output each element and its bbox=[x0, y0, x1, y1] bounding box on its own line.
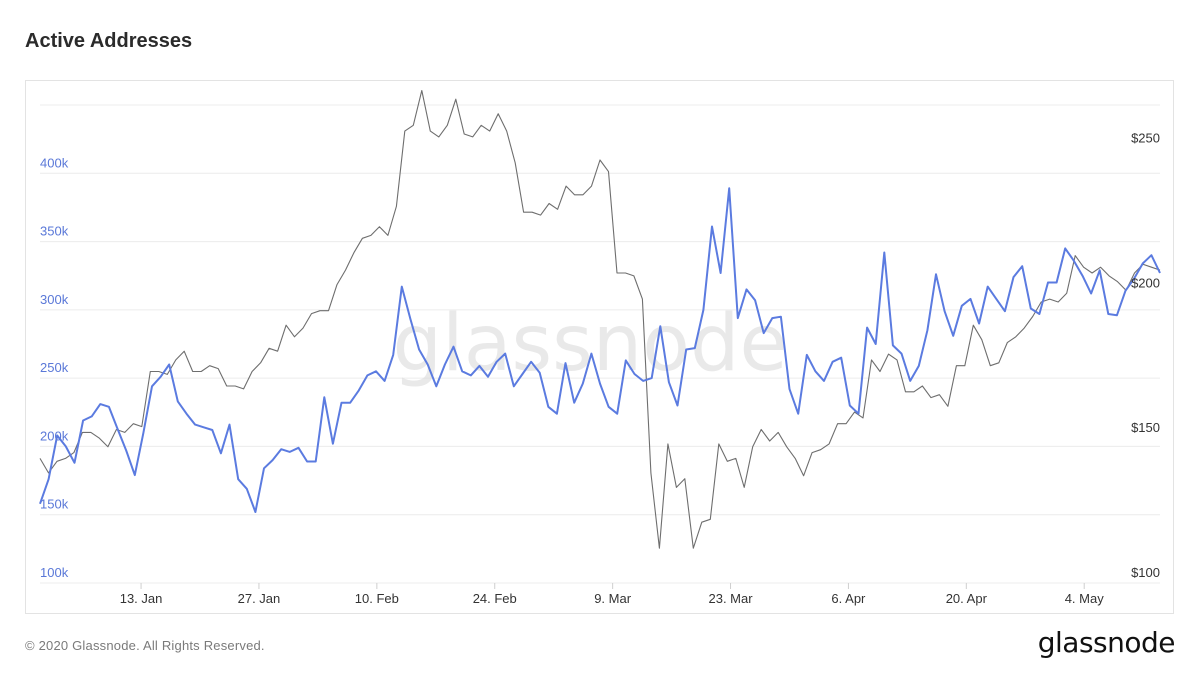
watermark: glassnode bbox=[393, 299, 788, 389]
left-axis-ticks: 100k 150k 200k 250k 300k 350k 400k bbox=[40, 155, 69, 580]
x-axis-label: 24. Feb bbox=[473, 591, 517, 606]
left-axis-label: 400k bbox=[40, 155, 69, 170]
right-axis-label: $150 bbox=[1131, 420, 1160, 435]
price-series-line[interactable] bbox=[39, 89, 1161, 549]
copyright-text: © 2020 Glassnode. All Rights Reserved. bbox=[25, 638, 265, 653]
right-axis-ticks: $100 $150 $200 $250 bbox=[1131, 130, 1160, 580]
x-axis-label: 23. Mar bbox=[708, 591, 753, 606]
grid-lines bbox=[40, 104, 1160, 584]
x-axis-label: 9. Mar bbox=[594, 591, 632, 606]
right-axis-label: $200 bbox=[1131, 275, 1160, 290]
active-addresses-series-line[interactable] bbox=[39, 187, 1161, 513]
left-axis-label: 300k bbox=[40, 292, 69, 307]
left-axis-label: 250k bbox=[40, 360, 69, 375]
left-axis-label: 200k bbox=[40, 428, 69, 443]
x-axis-label: 10. Feb bbox=[355, 591, 399, 606]
chart-frame bbox=[25, 80, 1174, 614]
brand-logo[interactable]: glassnode bbox=[1037, 626, 1176, 659]
left-axis-label: 350k bbox=[40, 224, 69, 239]
right-axis-label: $100 bbox=[1131, 565, 1160, 580]
left-axis-label: 150k bbox=[40, 497, 69, 512]
x-axis-label: 4. May bbox=[1065, 591, 1105, 606]
chart-title: Active Addresses bbox=[25, 30, 193, 52]
x-axis-label: 6. Apr bbox=[831, 591, 866, 606]
x-axis-label: 27. Jan bbox=[238, 591, 281, 606]
x-axis-label: 20. Apr bbox=[946, 591, 988, 606]
left-axis-label: 100k bbox=[40, 565, 69, 580]
x-axis-label: 13. Jan bbox=[120, 591, 163, 606]
x-axis-ticks: 13. Jan 27. Jan 10. Feb 24. Feb 9. Mar 23. Ma… bbox=[120, 583, 1104, 606]
series-lines[interactable] bbox=[39, 89, 1161, 549]
right-axis-label: $250 bbox=[1131, 130, 1160, 145]
